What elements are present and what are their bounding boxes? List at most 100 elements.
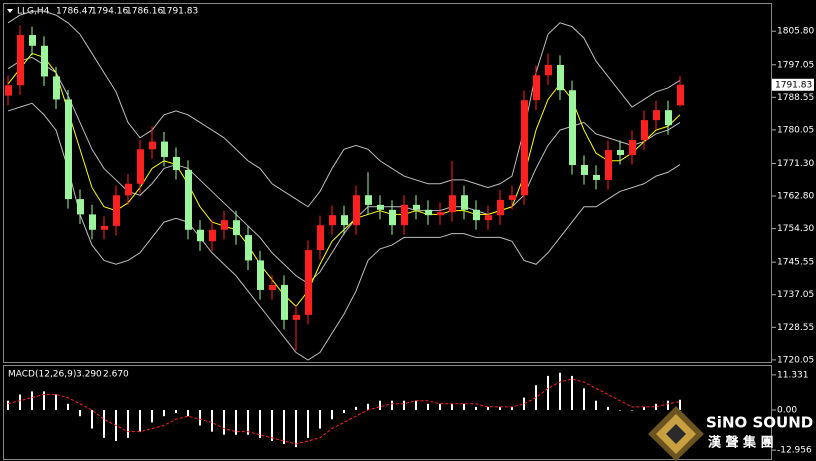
macd-bar	[427, 403, 429, 410]
price-panel-frame	[3, 3, 772, 363]
macd-bar	[619, 409, 621, 411]
ohlc-high: 1794.16	[91, 7, 128, 17]
candle-body	[473, 209, 480, 221]
candle-body	[629, 140, 636, 156]
macd-bar	[475, 406, 477, 410]
macd-bar	[295, 409, 297, 448]
candle-body	[641, 120, 648, 141]
macd-bar	[127, 409, 129, 438]
candle-body	[401, 204, 408, 226]
ohlc-close: 1791.83	[161, 7, 198, 17]
macd-bar	[655, 403, 657, 410]
macd-bar	[283, 409, 285, 445]
candle-body	[293, 314, 300, 320]
candle-body	[521, 100, 528, 196]
candle-body	[425, 209, 432, 216]
y-tick-label: 1797.05	[777, 60, 814, 70]
candle-body	[461, 195, 468, 210]
candle-body	[5, 85, 12, 96]
candle-body	[593, 174, 600, 180]
candle-body	[341, 215, 348, 226]
macd-bar	[415, 400, 417, 410]
macd-bar	[163, 409, 165, 417]
candle-body	[221, 220, 228, 230]
macd-bar	[259, 409, 261, 438]
candle-body	[533, 75, 540, 101]
logo-chinese: 漢 聲 集 團	[708, 435, 774, 451]
macd-y-tick-label: -12.956	[777, 446, 812, 456]
macd-bar	[271, 409, 273, 441]
macd-bar	[379, 400, 381, 410]
macd-bar	[403, 400, 405, 410]
macd-bar	[19, 394, 21, 410]
y-tick-label: 1805.80	[777, 27, 814, 37]
macd-signal-value: 2.670	[103, 370, 129, 380]
macd-bar	[679, 399, 681, 410]
candle-body	[41, 45, 48, 77]
candle-body	[233, 220, 240, 236]
candle-body	[557, 64, 564, 91]
y-tick-label: 1745.55	[777, 258, 814, 268]
macd-bar	[595, 400, 597, 410]
logo-name: SiNO SOUND	[706, 414, 813, 432]
macd-bar	[139, 409, 141, 432]
macd-label: MACD(12,26,9)	[8, 370, 76, 380]
candle-body	[89, 214, 96, 230]
macd-bar	[631, 409, 633, 411]
macd-bar	[451, 403, 453, 410]
candle-body	[329, 215, 336, 226]
macd-bar	[547, 375, 549, 410]
candle-body	[545, 64, 552, 76]
macd-bar	[319, 409, 321, 429]
macd-bar	[559, 372, 561, 410]
macd-signal	[7, 378, 681, 445]
macd-bar	[175, 409, 177, 414]
macd-bar	[31, 391, 33, 410]
candle-body	[173, 156, 180, 170]
macd-value: 3.290	[76, 370, 102, 380]
macd-bar	[463, 403, 465, 410]
logo: SiNO SOUND 漢 聲 集 團	[648, 406, 813, 461]
candle-body	[485, 215, 492, 221]
y-tick-label: 1788.55	[777, 93, 814, 103]
candle-body	[317, 225, 324, 251]
candle-body	[617, 150, 624, 156]
candle-body	[365, 195, 372, 205]
macd-bar	[55, 394, 57, 410]
menu-arrow	[7, 9, 13, 13]
macd-bar	[343, 409, 345, 414]
y-tick-label: 1762.80	[777, 192, 814, 202]
macd-bar	[667, 400, 669, 410]
macd-y-tick-label: 0.00	[777, 405, 797, 415]
price-marker-box	[772, 78, 814, 91]
candle-body	[389, 209, 396, 226]
y-tick-label: 1771.30	[777, 159, 814, 169]
macd-bar	[307, 409, 309, 438]
macd-bar	[439, 403, 441, 410]
macd-bar	[571, 375, 573, 410]
y-tick-label: 1737.05	[777, 290, 814, 300]
macd-bar	[487, 406, 489, 410]
macd-bar	[211, 409, 213, 432]
y-tick-label: 1754.30	[777, 224, 814, 234]
macd-bar	[187, 409, 189, 417]
candle-body	[569, 90, 576, 165]
candle-body	[65, 99, 72, 200]
macd-panel-frame	[3, 365, 772, 460]
candle-body	[413, 204, 420, 210]
candle-body	[161, 141, 168, 157]
macd-bar	[391, 400, 393, 410]
candle-body	[269, 284, 276, 290]
macd-bar	[79, 409, 81, 417]
macd-bar	[199, 409, 201, 426]
y-tick-label: 1720.05	[777, 355, 814, 365]
overlay-line	[7, 102, 681, 361]
candle-body	[581, 164, 588, 175]
macd-bar	[151, 409, 153, 423]
logo-center	[666, 424, 686, 444]
candle-body	[665, 110, 672, 126]
candle-body	[137, 149, 144, 184]
